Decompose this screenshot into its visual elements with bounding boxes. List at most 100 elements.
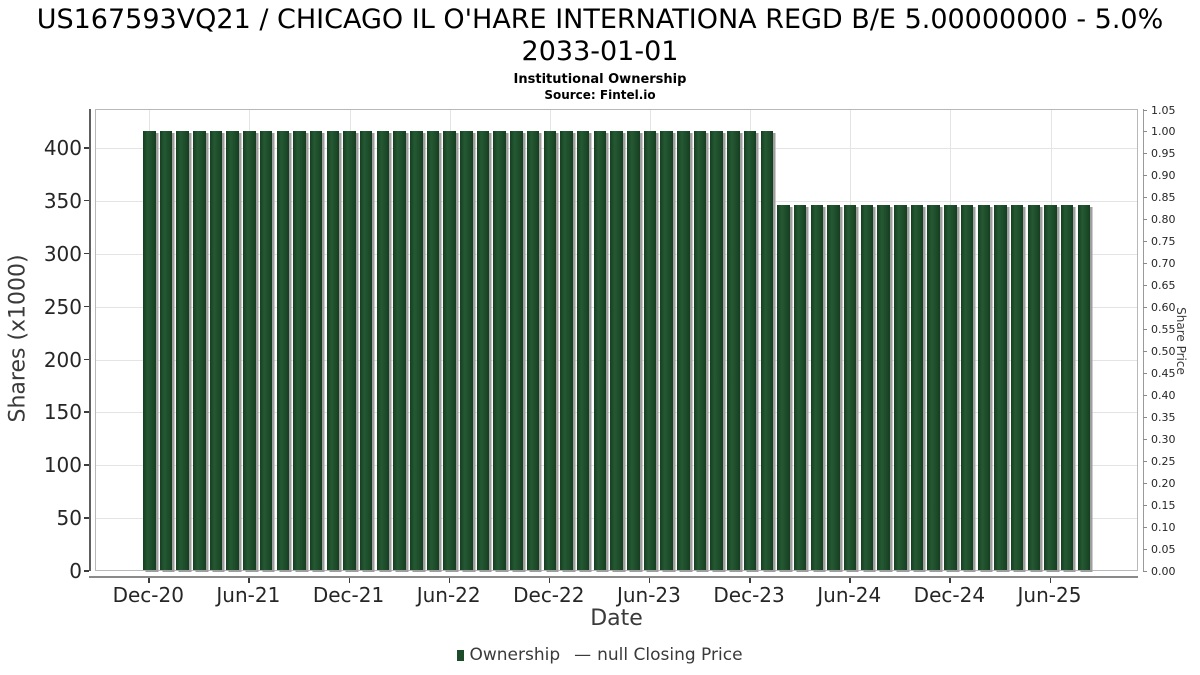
right-axis-tick bbox=[1143, 285, 1147, 287]
x-axis-tick-label: Jun-21 bbox=[216, 583, 281, 607]
ownership-bar bbox=[727, 131, 740, 570]
right-axis-tick bbox=[1143, 175, 1147, 177]
ownership-bar bbox=[743, 131, 757, 570]
x-axis-tick bbox=[1049, 577, 1051, 583]
y-axis-tick-label: 350 bbox=[43, 188, 82, 213]
right-axis-tick-label: 0.40 bbox=[1151, 388, 1176, 402]
right-axis-spine bbox=[1143, 109, 1144, 572]
x-axis-tick bbox=[548, 577, 551, 583]
x-axis-tick bbox=[148, 577, 150, 583]
ownership-bar bbox=[476, 131, 490, 570]
ownership-bar bbox=[977, 205, 990, 570]
chart-header: US167593VQ21 / CHICAGO IL O'HARE INTERNA… bbox=[0, 4, 1200, 103]
ownership-bar bbox=[894, 205, 907, 570]
x-axis-tick bbox=[749, 577, 751, 583]
right-axis-tick-label: 0.15 bbox=[1151, 498, 1176, 512]
right-axis-tick bbox=[1143, 548, 1147, 550]
ownership-bar bbox=[693, 131, 707, 570]
ownership-bar bbox=[393, 131, 406, 570]
ownership-bar bbox=[643, 131, 657, 570]
ownership-bar bbox=[1044, 205, 1057, 570]
right-axis-tick bbox=[1143, 109, 1147, 111]
right-axis-tick-label: 0.65 bbox=[1151, 279, 1176, 293]
closing-price-legend-label: null Closing Price bbox=[597, 645, 743, 665]
ownership-bar bbox=[1077, 205, 1091, 570]
x-axis-tick-label: Jun-25 bbox=[1017, 583, 1082, 607]
ownership-bar bbox=[143, 131, 156, 570]
right-axis-tick-label: 0.05 bbox=[1151, 542, 1176, 556]
x-axis-tick bbox=[648, 577, 651, 583]
ownership-bar bbox=[243, 131, 256, 570]
y-axis-tick-label: 50 bbox=[56, 506, 82, 531]
right-axis-tick-label: 0.90 bbox=[1151, 169, 1176, 183]
y-axis-tick bbox=[84, 252, 89, 255]
right-axis-tick bbox=[1143, 307, 1147, 309]
x-axis-tick-label: Dec-21 bbox=[312, 583, 385, 607]
chart-title-line1: US167593VQ21 / CHICAGO IL O'HARE INTERNA… bbox=[36, 4, 1164, 35]
ownership-bar bbox=[1027, 205, 1041, 570]
x-axis-tick-label: Jun-22 bbox=[416, 583, 481, 607]
y-axis-tick-label: 400 bbox=[43, 136, 82, 160]
right-axis-tick bbox=[1143, 460, 1147, 462]
y-axis-tick bbox=[84, 147, 89, 149]
ownership-bar bbox=[910, 205, 924, 570]
ownership-bar bbox=[1060, 205, 1074, 570]
y-axis-tick bbox=[84, 411, 89, 413]
ownership-bar bbox=[827, 205, 840, 570]
ownership-bar bbox=[326, 131, 340, 570]
right-axis-tick bbox=[1143, 153, 1147, 155]
x-axis-tick bbox=[448, 577, 451, 583]
right-axis-tick bbox=[1143, 394, 1147, 396]
ownership-bar bbox=[960, 205, 974, 570]
right-axis-tick bbox=[1143, 197, 1147, 199]
right-axis-tick-label: 0.50 bbox=[1151, 344, 1176, 358]
ownership-bar bbox=[660, 131, 673, 570]
right-axis-tick bbox=[1143, 504, 1147, 506]
right-axis-tick-label: 0.95 bbox=[1151, 147, 1176, 161]
right-axis-tick bbox=[1143, 350, 1147, 352]
right-axis-tick-label: 0.80 bbox=[1151, 213, 1176, 227]
ownership-bar bbox=[259, 131, 273, 570]
ownership-bar bbox=[460, 131, 473, 570]
ownership-bar bbox=[526, 131, 540, 570]
ownership-bar bbox=[994, 205, 1007, 570]
right-axis-tick bbox=[1143, 482, 1147, 484]
right-axis-tick-label: 1.05 bbox=[1151, 103, 1176, 117]
ownership-bar bbox=[610, 131, 623, 570]
ownership-bar bbox=[309, 131, 323, 570]
right-axis-tick bbox=[1143, 263, 1147, 265]
ownership-bar bbox=[677, 131, 690, 570]
ownership-bar bbox=[877, 205, 890, 570]
closing-price-line-marker: — bbox=[574, 645, 592, 665]
right-axis-tick-label: 0.10 bbox=[1151, 520, 1176, 534]
y-axis-tick bbox=[84, 199, 89, 202]
left-axis-spine bbox=[89, 109, 91, 571]
ownership-bar bbox=[927, 205, 940, 570]
right-axis-tick-label: 0.75 bbox=[1151, 235, 1176, 249]
bottom-axis-spine bbox=[89, 576, 1138, 578]
chart-legend: Ownership — null Closing Price bbox=[0, 645, 1200, 665]
ownership-bar bbox=[793, 205, 807, 570]
x-axis-tick bbox=[849, 577, 851, 583]
chart-subtitle: Institutional Ownership bbox=[513, 72, 687, 87]
y-axis-tick bbox=[84, 570, 89, 572]
x-axis-tick bbox=[949, 577, 951, 583]
right-axis-tick-label: 0.55 bbox=[1151, 323, 1176, 337]
right-axis-tick bbox=[1143, 570, 1147, 572]
ownership-bar bbox=[543, 131, 557, 570]
y-axis-tick bbox=[84, 358, 89, 360]
right-axis-tick-label: 1.00 bbox=[1151, 125, 1176, 139]
right-axis-tick-label: 0.25 bbox=[1151, 454, 1176, 468]
right-axis-tick-label: 0.85 bbox=[1151, 191, 1176, 205]
right-axis-tick-label: 0.60 bbox=[1151, 301, 1176, 315]
x-axis-tick-label: Dec-24 bbox=[913, 583, 986, 607]
ownership-bar bbox=[410, 131, 423, 570]
right-axis-tick-label: 0.30 bbox=[1151, 432, 1176, 446]
ownership-bar bbox=[777, 205, 790, 570]
right-axis-tick-label: 0.35 bbox=[1151, 410, 1176, 424]
right-axis-tick bbox=[1143, 416, 1147, 418]
ownership-bar bbox=[510, 131, 523, 570]
y-axis-tick bbox=[84, 305, 89, 308]
y-axis-label-right: Share Price bbox=[1174, 307, 1188, 375]
y-axis-tick bbox=[84, 517, 89, 519]
